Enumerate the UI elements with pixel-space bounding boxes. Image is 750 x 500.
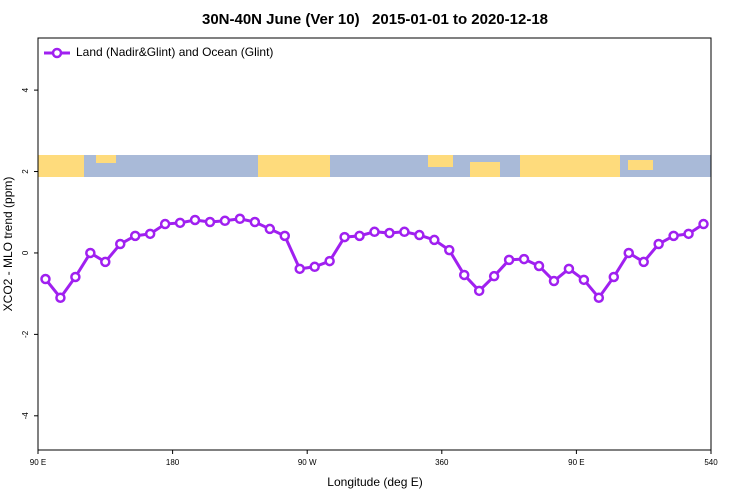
data-point — [279, 230, 291, 242]
data-point — [533, 260, 545, 272]
data-point — [129, 230, 141, 242]
data-point — [638, 256, 649, 268]
land — [258, 155, 330, 177]
data-point — [548, 275, 560, 287]
data-point — [309, 261, 320, 273]
data-point — [55, 292, 66, 303]
data-point — [234, 213, 246, 225]
data-point — [518, 253, 530, 265]
data-point — [189, 214, 201, 226]
data-point — [698, 218, 709, 230]
data-point — [324, 255, 335, 267]
data-point — [578, 274, 590, 286]
land — [470, 162, 500, 177]
x-tick-label: 90 E — [568, 458, 584, 467]
y-tick-label: -2 — [21, 330, 30, 338]
land — [428, 155, 453, 167]
x-tick-label: 90 E — [30, 458, 46, 467]
data-point — [593, 292, 605, 303]
legend-marker — [51, 47, 63, 59]
data-point — [668, 230, 679, 242]
data-point — [369, 226, 380, 238]
data-point — [608, 271, 620, 283]
x-tick-label: 90 W — [298, 458, 317, 467]
data-point — [294, 263, 305, 275]
data-point — [683, 228, 694, 240]
plot-border — [37, 37, 712, 451]
data-point — [414, 229, 425, 241]
data-point — [100, 256, 111, 268]
data-point — [444, 244, 455, 256]
y-axis-label: XCO2 - MLO trend (ppm) — [1, 177, 15, 312]
legend-label: Land (Nadir&Glint) and Ocean (Glint) — [76, 45, 273, 59]
data-point — [174, 217, 186, 229]
data-point — [488, 270, 500, 282]
data-point — [249, 216, 261, 228]
data-point — [219, 215, 231, 227]
data-point — [40, 273, 51, 285]
map-strip — [38, 155, 711, 177]
x-tick-label: 540 — [704, 458, 718, 467]
data-point — [159, 218, 171, 230]
data-point — [264, 223, 276, 235]
land — [520, 155, 620, 177]
land — [38, 155, 84, 177]
data-point — [653, 238, 664, 250]
chart-title: 30N-40N June (Ver 10) 2015-01-01 to 2020… — [202, 11, 548, 28]
data-point — [429, 234, 440, 246]
data-point — [354, 230, 365, 242]
data-point — [623, 247, 634, 259]
y-tick-label: 2 — [21, 169, 30, 174]
data-point — [115, 238, 126, 250]
data-point — [85, 247, 96, 259]
land — [628, 160, 653, 170]
y-tick-label: 0 — [21, 250, 30, 255]
data-point — [503, 254, 515, 266]
data-point — [384, 227, 395, 239]
data-point — [399, 226, 410, 238]
data-point — [339, 231, 350, 243]
x-axis-label: Longitude (deg E) — [327, 475, 422, 489]
y-tick-label: 4 — [21, 87, 30, 92]
data-point — [144, 228, 156, 240]
data-point — [70, 271, 81, 283]
data-point — [458, 269, 470, 281]
data-point — [563, 263, 575, 275]
data-point — [473, 285, 485, 297]
x-tick-label: 360 — [435, 458, 449, 467]
land — [96, 155, 116, 163]
x-tick-label: 180 — [166, 458, 180, 467]
data-point — [204, 216, 216, 228]
y-tick-label: -4 — [21, 412, 30, 420]
